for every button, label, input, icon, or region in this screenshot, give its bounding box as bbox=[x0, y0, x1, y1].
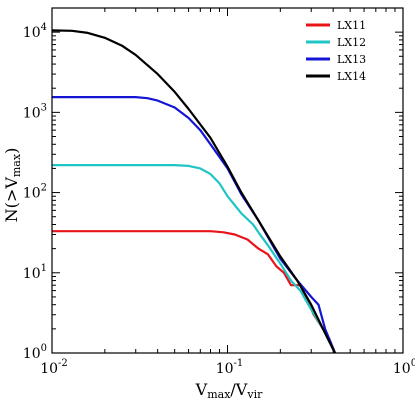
x-tick-label: 10-1 bbox=[216, 358, 244, 377]
series-line-lx13 bbox=[52, 95, 337, 354]
legend-label-lx12: LX12 bbox=[337, 36, 366, 49]
series-line-lx14 bbox=[51, 29, 336, 354]
legend-label-lx11: LX11 bbox=[337, 19, 366, 32]
x-tick-label: 10-2 bbox=[40, 358, 68, 377]
legend-label-lx13: LX13 bbox=[337, 53, 366, 66]
axis-labels: Vmax/Vvir N(>Vmax) bbox=[2, 148, 263, 401]
axis-ticks bbox=[51, 7, 403, 354]
y-tick-label: 100 bbox=[23, 343, 47, 362]
legend-label-lx14: LX14 bbox=[337, 70, 366, 83]
y-axis-label: N(>Vmax) bbox=[2, 148, 23, 223]
x-tick-label: 100 bbox=[393, 358, 415, 377]
x-axis-label-sub2: vir bbox=[246, 388, 263, 401]
series-lines bbox=[51, 29, 337, 354]
legend: LX11 LX12 LX13 LX14 bbox=[306, 19, 366, 83]
tick-labels: 10-2 10-1 100 100 101 102 103 104 bbox=[23, 22, 415, 377]
y-axis-label-suffix: ) bbox=[2, 148, 21, 154]
x-axis-label-sep: /V bbox=[230, 380, 247, 399]
y-axis-label-sub: max bbox=[10, 153, 23, 177]
y-tick-label: 104 bbox=[23, 22, 47, 41]
x-axis-label: Vmax/Vvir bbox=[195, 380, 263, 401]
y-tick-label: 103 bbox=[23, 102, 47, 121]
x-axis-label-sub1: max bbox=[207, 388, 231, 401]
series-line-lx11 bbox=[52, 230, 337, 354]
y-tick-label: 101 bbox=[23, 263, 47, 282]
series-line-lx12 bbox=[52, 164, 336, 354]
y-tick-label: 102 bbox=[23, 183, 47, 202]
